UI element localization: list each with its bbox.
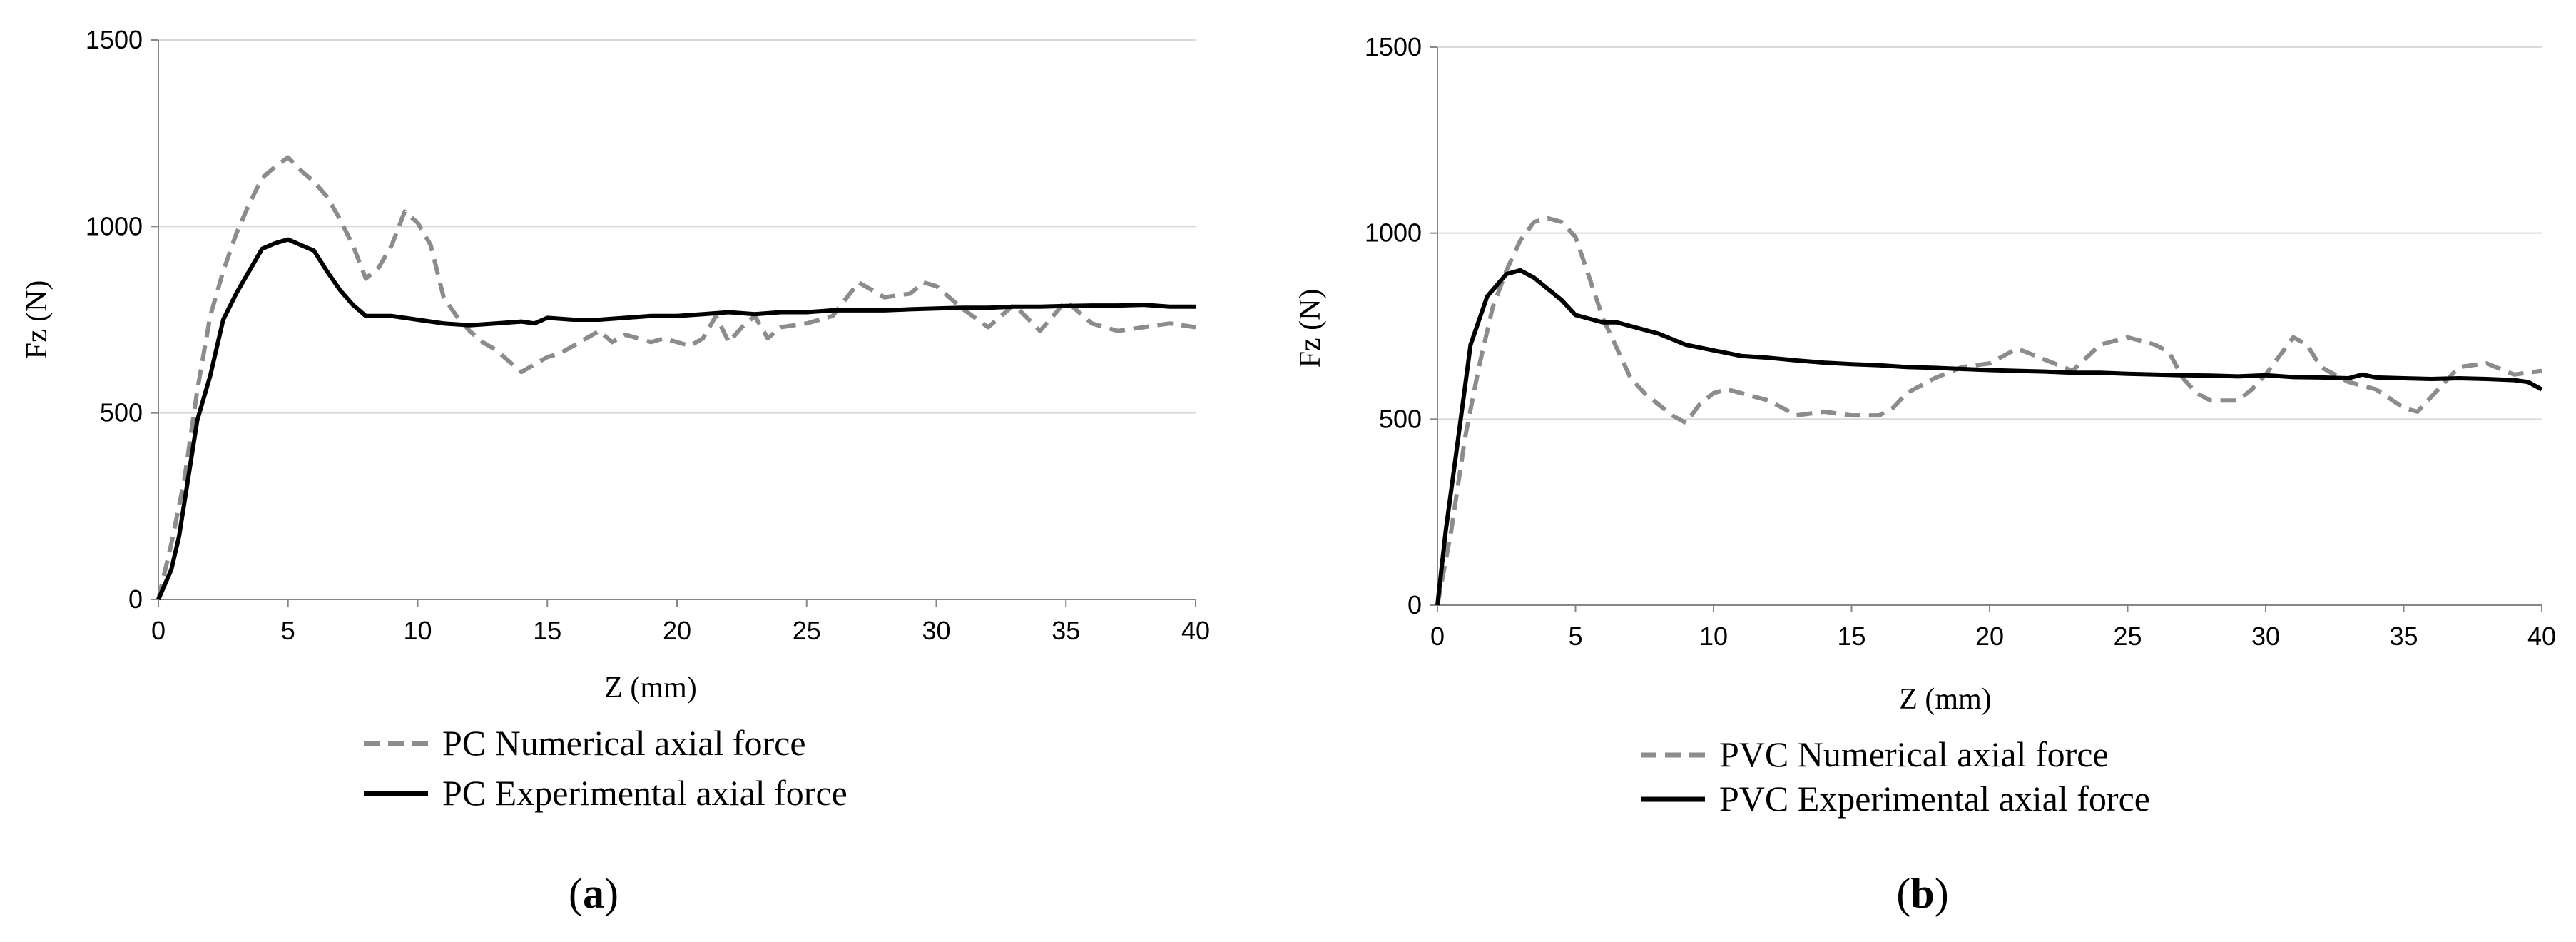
chart-b-x-tick-label-0: 0 [1430, 622, 1445, 651]
chart-a-x-tick-label-0: 0 [151, 616, 166, 645]
chart-a-y-tick-label-1000: 1000 [86, 211, 143, 240]
chart-a-svg: 0 500 1000 1500 0 5 10 15 20 25 30 35 40 Z (mm) Fz … [21, 25, 1210, 917]
chart-a-axes [158, 40, 1196, 600]
chart-a-y-ticks: 0 500 1000 1500 [86, 25, 158, 614]
chart-b-x-axis-title: Z (mm) [1899, 683, 1991, 716]
chart-b-x-tick-label-25: 25 [2113, 622, 2142, 651]
chart-b-axes [1437, 47, 2542, 606]
chart-a-x-tick-label-15: 15 [533, 616, 561, 645]
chart-b-x-tick-label-40: 40 [2527, 622, 2556, 651]
chart-a-x-tick-label-20: 20 [663, 616, 691, 645]
chart-a-x-ticks: 0 5 10 15 20 25 30 35 40 [151, 599, 1210, 645]
chart-a-x-tick-label-10: 10 [403, 616, 432, 645]
chart-b-series-experimental-line [1435, 268, 2543, 606]
chart-b-y-tick-label-0: 0 [1407, 590, 1422, 619]
chart-b-gridlines [1437, 46, 2542, 420]
chart-a-x-axis-title: Z (mm) [604, 672, 696, 704]
chart-b-legend-label-experimental: PVC Experimental axial force [1719, 779, 2150, 819]
chart-b-svg: 0 500 1000 1500 0 5 10 15 20 25 30 35 40 Z (mm) Fz … [1294, 32, 2556, 917]
chart-a-series-numerical-line [156, 155, 1196, 600]
chart-b-legend-label-numerical: PVC Numerical axial force [1719, 734, 2109, 774]
chart-b-x-tick-label-20: 20 [1975, 622, 2004, 651]
chart-a-x-tick-label-5: 5 [281, 616, 295, 645]
chart-b-x-tick-label-15: 15 [1837, 622, 1865, 651]
chart-a-y-tick-label-0: 0 [128, 584, 143, 614]
chart-b-x-tick-label-30: 30 [2251, 622, 2280, 651]
chart-b-legend: PVC Numerical axial force PVC Experiment… [1641, 734, 2150, 819]
chart-b-y-ticks: 0 500 1000 1500 [1365, 32, 1437, 619]
chart-a-x-tick-label-30: 30 [922, 616, 950, 645]
chart-a-x-tick-label-35: 35 [1052, 616, 1080, 645]
chart-a-series [156, 155, 1196, 601]
chart-a-y-axis-title: Fz (N) [21, 280, 54, 360]
chart-a-series-experimental-line [156, 237, 1196, 601]
chart-b-x-tick-label-35: 35 [2389, 622, 2418, 651]
chart-a-x-tick-label-25: 25 [793, 616, 821, 645]
chart-a-y-tick-label-500: 500 [100, 398, 143, 427]
chart-a-legend-label-numerical: PC Numerical axial force [442, 723, 806, 763]
chart-b-x-ticks: 0 5 10 15 20 25 30 35 40 [1430, 605, 2556, 651]
chart-b-y-tick-label-500: 500 [1379, 404, 1422, 433]
chart-a-legend: PC Numerical axial force PC Experimental… [364, 723, 847, 813]
chart-panel-b: 0 500 1000 1500 0 5 10 15 20 25 30 35 40 Z (mm) Fz … [1288, 0, 2576, 942]
chart-b-caption: (b) [1896, 870, 1948, 917]
chart-panel-a: 0 500 1000 1500 0 5 10 15 20 25 30 35 40 Z (mm) Fz … [21, 25, 1210, 917]
chart-a-y-tick-label-1500: 1500 [86, 25, 143, 54]
chart-a-legend-label-experimental: PC Experimental axial force [442, 773, 847, 813]
chart-b-y-tick-label-1000: 1000 [1365, 218, 1422, 248]
chart-b-series-numerical-line [1435, 216, 2542, 606]
chart-a-caption: (a) [569, 870, 618, 917]
chart-a-x-tick-label-40: 40 [1181, 616, 1210, 645]
chart-b-x-tick-label-10: 10 [1699, 622, 1728, 651]
chart-b-y-axis-title: Fz (N) [1294, 289, 1327, 368]
chart-b-x-tick-label-5: 5 [1568, 622, 1582, 651]
chart-a-gridlines [158, 39, 1196, 414]
chart-b-series [1435, 216, 2543, 606]
chart-b-y-tick-label-1500: 1500 [1365, 32, 1422, 61]
